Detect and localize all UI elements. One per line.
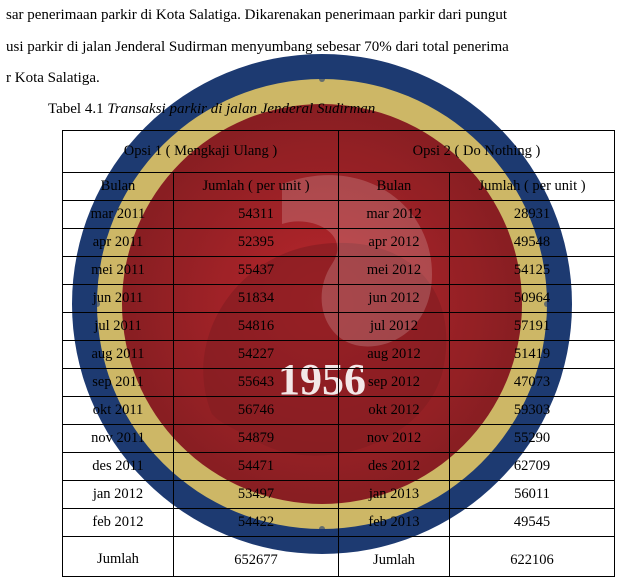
- table-row: aug 201154227aug 201251419: [63, 340, 615, 368]
- cell-bulan1-4: jul 2011: [63, 312, 174, 340]
- cell-jumlah1-9: 54471: [174, 452, 339, 480]
- cell-bulan1-10: jan 2012: [63, 480, 174, 508]
- col-bulan-2: Bulan: [339, 172, 450, 200]
- cell-jumlah1-1: 52395: [174, 228, 339, 256]
- cell-jumlah2-6: 47073: [450, 368, 615, 396]
- cell-bulan1-2: mei 2011: [63, 256, 174, 284]
- cell-jumlah1-10: 53497: [174, 480, 339, 508]
- table-row: apr 201152395apr 201249548: [63, 228, 615, 256]
- col-jumlah-1: Jumlah ( per unit ): [174, 172, 339, 200]
- cell-jumlah1-8: 54879: [174, 424, 339, 452]
- cell-bulan2-6: sep 2012: [339, 368, 450, 396]
- cell-bulan1-7: okt 2011: [63, 396, 174, 424]
- cell-jumlah1-6: 55643: [174, 368, 339, 396]
- cell-jumlah2-4: 57191: [450, 312, 615, 340]
- cell-bulan2-11: feb 2013: [339, 508, 450, 536]
- cell-jumlah2-11: 49545: [450, 508, 615, 536]
- table-row: mei 201155437mei 201254125: [63, 256, 615, 284]
- col-jumlah-2: Jumlah ( per unit ): [450, 172, 615, 200]
- para-line-2: usi parkir di jalan Jenderal Sudirman me…: [6, 39, 509, 55]
- caption-prefix: Tabel 4.1: [48, 101, 107, 117]
- cell-jumlah1-7: 56746: [174, 396, 339, 424]
- cell-bulan1-5: aug 2011: [63, 340, 174, 368]
- total-j2: 622106: [450, 536, 615, 576]
- cell-bulan1-6: sep 2011: [63, 368, 174, 396]
- table-row: nov 201154879nov 201255290: [63, 424, 615, 452]
- cell-jumlah2-0: 28931: [450, 200, 615, 228]
- opsi2-header: Opsi 2 ( Do Nothing ): [339, 130, 615, 172]
- total-j1: 652677: [174, 536, 339, 576]
- cell-bulan1-3: jun 2011: [63, 284, 174, 312]
- body-paragraph: sar penerimaan parkir di Kota Salatiga. …: [0, 0, 643, 97]
- cell-jumlah2-3: 50964: [450, 284, 615, 312]
- total-label-2: Jumlah: [339, 536, 450, 576]
- para-line-3: r Kota Salatiga.: [6, 70, 100, 86]
- transaction-table: Opsi 1 ( Mengkaji Ulang )Opsi 2 ( Do Not…: [62, 130, 615, 577]
- cell-jumlah1-4: 54816: [174, 312, 339, 340]
- opsi1-header: Opsi 1 ( Mengkaji Ulang ): [63, 130, 339, 172]
- cell-jumlah2-2: 54125: [450, 256, 615, 284]
- cell-bulan2-9: des 2012: [339, 452, 450, 480]
- caption-title: Transaksi parkir di jalan Jenderal Sudir…: [107, 101, 375, 117]
- table-row: sep 201155643sep 201247073: [63, 368, 615, 396]
- cell-bulan2-7: okt 2012: [339, 396, 450, 424]
- cell-jumlah2-1: 49548: [450, 228, 615, 256]
- cell-bulan2-10: jan 2013: [339, 480, 450, 508]
- cell-jumlah1-3: 51834: [174, 284, 339, 312]
- cell-bulan2-1: apr 2012: [339, 228, 450, 256]
- cell-jumlah2-5: 51419: [450, 340, 615, 368]
- cell-bulan2-2: mei 2012: [339, 256, 450, 284]
- header-row-options: Opsi 1 ( Mengkaji Ulang )Opsi 2 ( Do Not…: [63, 130, 615, 172]
- cell-bulan1-0: mar 2011: [63, 200, 174, 228]
- cell-jumlah2-9: 62709: [450, 452, 615, 480]
- cell-bulan2-8: nov 2012: [339, 424, 450, 452]
- table-caption: Tabel 4.1 Transaksi parkir di jalan Jend…: [0, 97, 643, 130]
- cell-bulan2-0: mar 2012: [339, 200, 450, 228]
- table-row: des 201154471des 201262709: [63, 452, 615, 480]
- cell-bulan2-4: jul 2012: [339, 312, 450, 340]
- cell-jumlah2-7: 59303: [450, 396, 615, 424]
- table-row: jan 201253497jan 201356011: [63, 480, 615, 508]
- table-total-row: Jumlah652677Jumlah622106: [63, 536, 615, 576]
- cell-jumlah1-0: 54311: [174, 200, 339, 228]
- total-label-1: Jumlah: [63, 536, 174, 576]
- cell-bulan1-9: des 2011: [63, 452, 174, 480]
- cell-bulan2-5: aug 2012: [339, 340, 450, 368]
- cell-jumlah2-10: 56011: [450, 480, 615, 508]
- table-row: feb 201254422feb 201349545: [63, 508, 615, 536]
- cell-bulan2-3: jun 2012: [339, 284, 450, 312]
- table-row: jul 201154816jul 201257191: [63, 312, 615, 340]
- para-line-1: sar penerimaan parkir di Kota Salatiga. …: [6, 7, 507, 23]
- cell-bulan1-8: nov 2011: [63, 424, 174, 452]
- cell-jumlah1-2: 55437: [174, 256, 339, 284]
- header-row-cols: BulanJumlah ( per unit )BulanJumlah ( pe…: [63, 172, 615, 200]
- table-row: mar 201154311mar 201228931: [63, 200, 615, 228]
- col-bulan-1: Bulan: [63, 172, 174, 200]
- cell-bulan1-11: feb 2012: [63, 508, 174, 536]
- table-row: okt 201156746okt 201259303: [63, 396, 615, 424]
- cell-jumlah2-8: 55290: [450, 424, 615, 452]
- cell-bulan1-1: apr 2011: [63, 228, 174, 256]
- table-row: jun 201151834jun 201250964: [63, 284, 615, 312]
- cell-jumlah1-11: 54422: [174, 508, 339, 536]
- cell-jumlah1-5: 54227: [174, 340, 339, 368]
